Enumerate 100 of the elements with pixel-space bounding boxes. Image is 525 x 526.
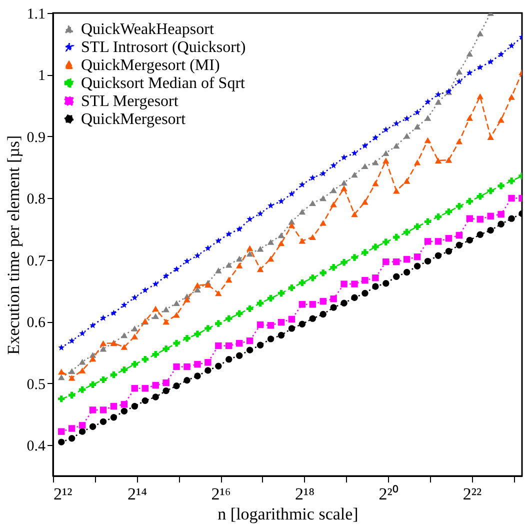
point <box>152 306 159 312</box>
legend-label: QuickWeakHeapsort <box>81 21 214 38</box>
point <box>298 181 306 188</box>
point <box>298 320 306 328</box>
point <box>236 226 243 232</box>
point <box>330 304 337 311</box>
point <box>58 438 65 446</box>
point <box>393 234 400 240</box>
point <box>351 254 358 261</box>
point <box>403 132 410 139</box>
point <box>414 223 421 230</box>
point <box>68 392 76 398</box>
point <box>476 216 484 223</box>
point <box>424 218 432 226</box>
point <box>236 262 243 268</box>
point <box>173 382 180 390</box>
point <box>68 368 76 374</box>
point <box>226 356 232 363</box>
point <box>434 213 442 220</box>
point <box>162 387 170 394</box>
x-tick-label: 2¹² <box>54 484 72 504</box>
point <box>498 210 504 218</box>
point <box>498 182 504 190</box>
point <box>120 366 128 374</box>
point <box>330 187 337 194</box>
point <box>476 192 484 200</box>
point <box>78 386 86 393</box>
point <box>330 295 337 302</box>
point <box>215 290 222 296</box>
point <box>466 50 474 57</box>
point <box>445 208 452 216</box>
point <box>372 274 379 282</box>
point <box>68 337 76 344</box>
point <box>204 367 212 374</box>
point <box>403 228 410 236</box>
point <box>215 342 222 350</box>
point <box>403 256 410 263</box>
y-tick-label: 0.9 <box>26 130 46 146</box>
legend-label: QuickMergesort (MI) <box>81 57 220 74</box>
point <box>58 395 65 402</box>
point <box>194 252 201 258</box>
point <box>498 51 504 58</box>
point <box>267 322 274 329</box>
point <box>120 332 128 338</box>
point <box>340 180 348 186</box>
point <box>372 159 379 166</box>
point <box>340 300 348 306</box>
point <box>298 279 306 286</box>
point <box>456 232 463 239</box>
point <box>267 256 274 262</box>
point <box>236 340 243 347</box>
point <box>320 170 326 176</box>
point <box>340 154 348 160</box>
point <box>89 423 96 430</box>
point <box>487 134 494 140</box>
point <box>131 384 138 392</box>
point <box>424 98 431 105</box>
point <box>120 344 128 350</box>
point <box>466 70 473 76</box>
point <box>142 397 148 404</box>
point <box>372 180 379 186</box>
y-tick-label: 0.7 <box>26 253 46 270</box>
point <box>131 326 138 332</box>
point <box>330 201 337 208</box>
point <box>173 300 180 306</box>
point <box>508 194 515 202</box>
point <box>330 162 337 168</box>
point <box>340 259 348 266</box>
point <box>215 268 222 274</box>
point <box>288 190 295 197</box>
point <box>393 273 400 280</box>
point <box>152 382 159 389</box>
point <box>393 142 400 149</box>
point <box>267 294 274 302</box>
point <box>498 220 504 228</box>
point <box>173 266 180 272</box>
point <box>498 116 504 123</box>
point <box>476 64 484 70</box>
point <box>58 374 65 380</box>
point <box>309 315 316 322</box>
point <box>226 315 232 322</box>
point <box>79 330 86 336</box>
point <box>456 138 463 144</box>
point <box>120 408 128 415</box>
point <box>288 284 296 292</box>
point <box>362 142 368 149</box>
point <box>194 282 201 288</box>
point <box>414 124 421 130</box>
point <box>278 318 285 326</box>
point <box>393 258 400 266</box>
point <box>393 120 400 126</box>
point <box>184 258 190 264</box>
point <box>152 280 159 287</box>
point <box>267 336 274 342</box>
point <box>236 256 243 262</box>
point <box>215 362 222 370</box>
x-axis-title: n [logarithmic scale] <box>218 504 358 524</box>
y-tick-label: 1 <box>38 68 46 84</box>
point <box>226 342 232 350</box>
point <box>131 360 138 368</box>
